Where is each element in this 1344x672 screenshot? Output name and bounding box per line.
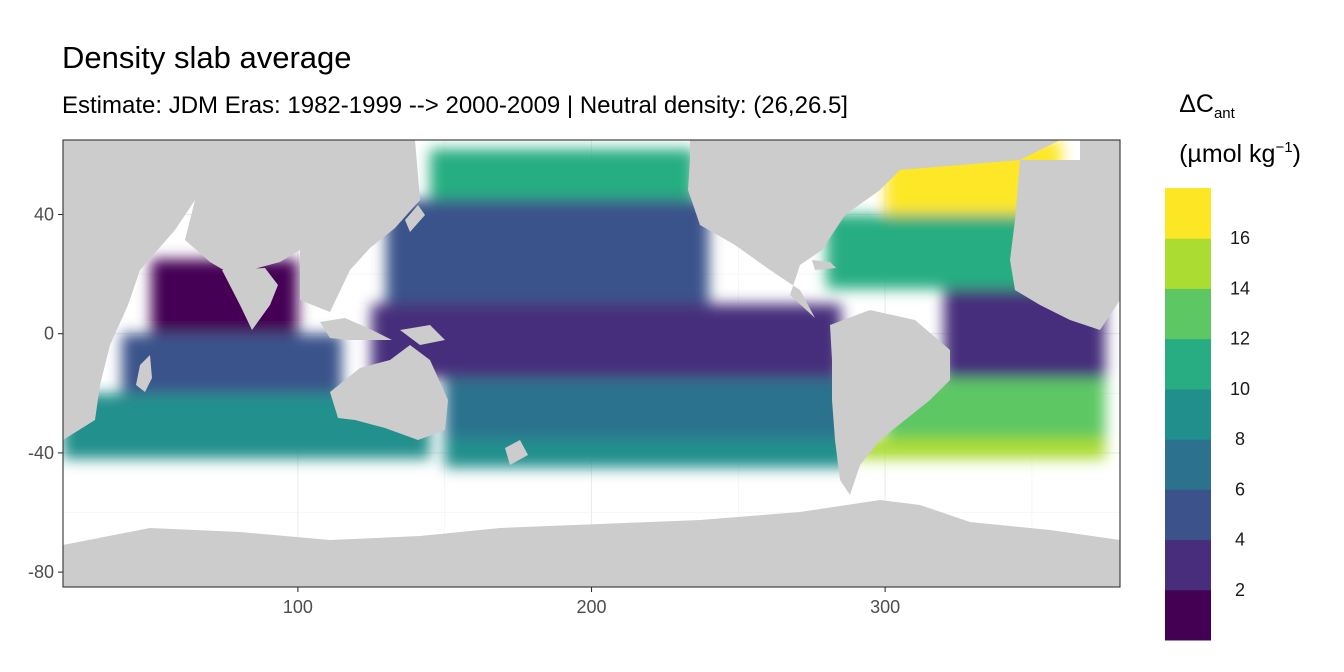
land-layer xyxy=(63,140,1120,587)
legend-break-label: 10 xyxy=(1230,379,1250,399)
land-south-america xyxy=(830,310,950,495)
legend-swatch xyxy=(1165,589,1211,641)
chart-title: Density slab average xyxy=(62,40,352,75)
land-antarctica xyxy=(63,500,1120,587)
ocean-cell xyxy=(385,199,709,304)
land-west-africa xyxy=(1010,160,1120,330)
land-india xyxy=(222,268,278,330)
y-tick-label: -80 xyxy=(28,562,54,582)
ocean-cell xyxy=(371,303,842,379)
legend-swatch xyxy=(1165,439,1211,490)
y-tick-label: 40 xyxy=(34,205,54,225)
ocean-cell xyxy=(855,438,1106,459)
ocean-cell xyxy=(121,333,342,394)
legend-swatch xyxy=(1165,338,1211,390)
legend-break-label: 14 xyxy=(1230,278,1250,298)
legend-unit: (µmol kg−1) xyxy=(1179,139,1301,168)
land-new-guinea xyxy=(400,325,445,345)
legend-colorbar xyxy=(1165,188,1211,641)
legend-swatch xyxy=(1165,388,1211,440)
legend-break-label: 16 xyxy=(1230,228,1250,248)
land-north-america xyxy=(688,140,1060,318)
land-australia xyxy=(330,345,448,440)
land-arabia xyxy=(175,140,305,275)
legend-swatch xyxy=(1165,188,1211,239)
map-layer xyxy=(63,140,1120,587)
legend-title: ΔCant xyxy=(1179,90,1235,122)
legend-break-label: 2 xyxy=(1235,580,1245,600)
x-tick-label: 300 xyxy=(870,597,900,617)
legend-break-label: 12 xyxy=(1230,329,1250,349)
y-tick-label: 0 xyxy=(44,324,54,344)
land-caribbean xyxy=(812,260,836,270)
legend-swatch xyxy=(1165,238,1211,289)
ocean-cell xyxy=(430,148,695,200)
ocean-cell xyxy=(444,378,856,438)
land-indonesia xyxy=(320,318,392,340)
legend-break-label: 4 xyxy=(1235,530,1245,550)
legend-swatch xyxy=(1165,539,1211,591)
legend: ΔCant (µmol kg−1) 2 4 6 8 10 12 14 16 xyxy=(1165,90,1301,641)
legend-break-label: 8 xyxy=(1235,429,1245,449)
chart-subtitle: Estimate: JDM Eras: 1982-1999 --> 2000-2… xyxy=(62,92,848,119)
legend-swatch xyxy=(1165,489,1211,541)
land-asia xyxy=(300,140,420,312)
ocean-field xyxy=(63,140,1106,468)
land-japan xyxy=(405,205,425,232)
legend-break-label: 6 xyxy=(1235,479,1245,499)
x-axis: 100 200 300 xyxy=(283,587,900,617)
x-tick-label: 200 xyxy=(576,597,606,617)
ocean-cell xyxy=(444,438,850,468)
legend-labels: 2 4 6 8 10 12 14 16 xyxy=(1230,228,1250,600)
land-madagascar xyxy=(136,355,152,392)
y-tick-label: -40 xyxy=(28,443,54,463)
land-new-zealand xyxy=(505,440,528,465)
x-tick-label: 100 xyxy=(283,597,313,617)
land-africa xyxy=(63,140,200,440)
legend-swatch xyxy=(1165,288,1211,340)
y-axis: 40 0 -40 -80 xyxy=(28,205,63,582)
